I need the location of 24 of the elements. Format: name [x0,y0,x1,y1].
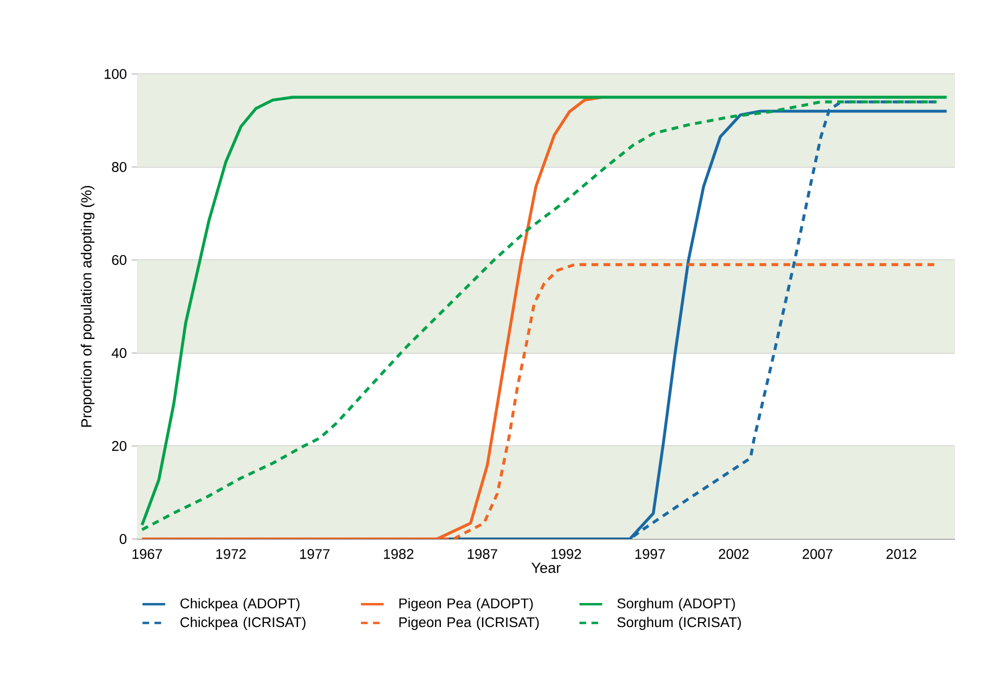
x-tick-label: 2012 [886,549,916,559]
y-tick-label: 60 [112,255,126,265]
x-tick-label: 1977 [300,549,330,559]
x-tick-label: 2007 [802,549,832,559]
y-axis-title: Proportion of population adopting (%) [80,186,94,427]
legend-label: Chickpea (ADOPT) [180,598,300,612]
legend-label: Sorghum (ICRISAT) [617,616,741,630]
y-tick-label: 100 [104,69,126,79]
x-axis-title: Year [532,562,561,574]
x-tick-label: 1967 [132,549,162,559]
x-tick-label: 1997 [635,549,665,559]
legend-label: Sorghum (ADOPT) [617,598,735,612]
legend-label: Chickpea (ICRISAT) [180,616,306,630]
x-tick-label: 2002 [718,549,749,559]
x-tick-label: 1987 [468,549,498,559]
y-tick-label: 0 [120,534,126,544]
x-tick-label: 1972 [216,549,246,559]
legend-label: Pigeon Pea (ADOPT) [399,598,533,612]
y-tick-label: 20 [112,441,126,451]
y-tick-label: 80 [112,162,126,172]
x-tick-label: 1992 [552,549,581,559]
x-tick-label: 1982 [384,549,414,559]
legend-label: Pigeon Pea (ICRISAT) [399,616,539,630]
y-tick-label: 40 [112,348,126,358]
